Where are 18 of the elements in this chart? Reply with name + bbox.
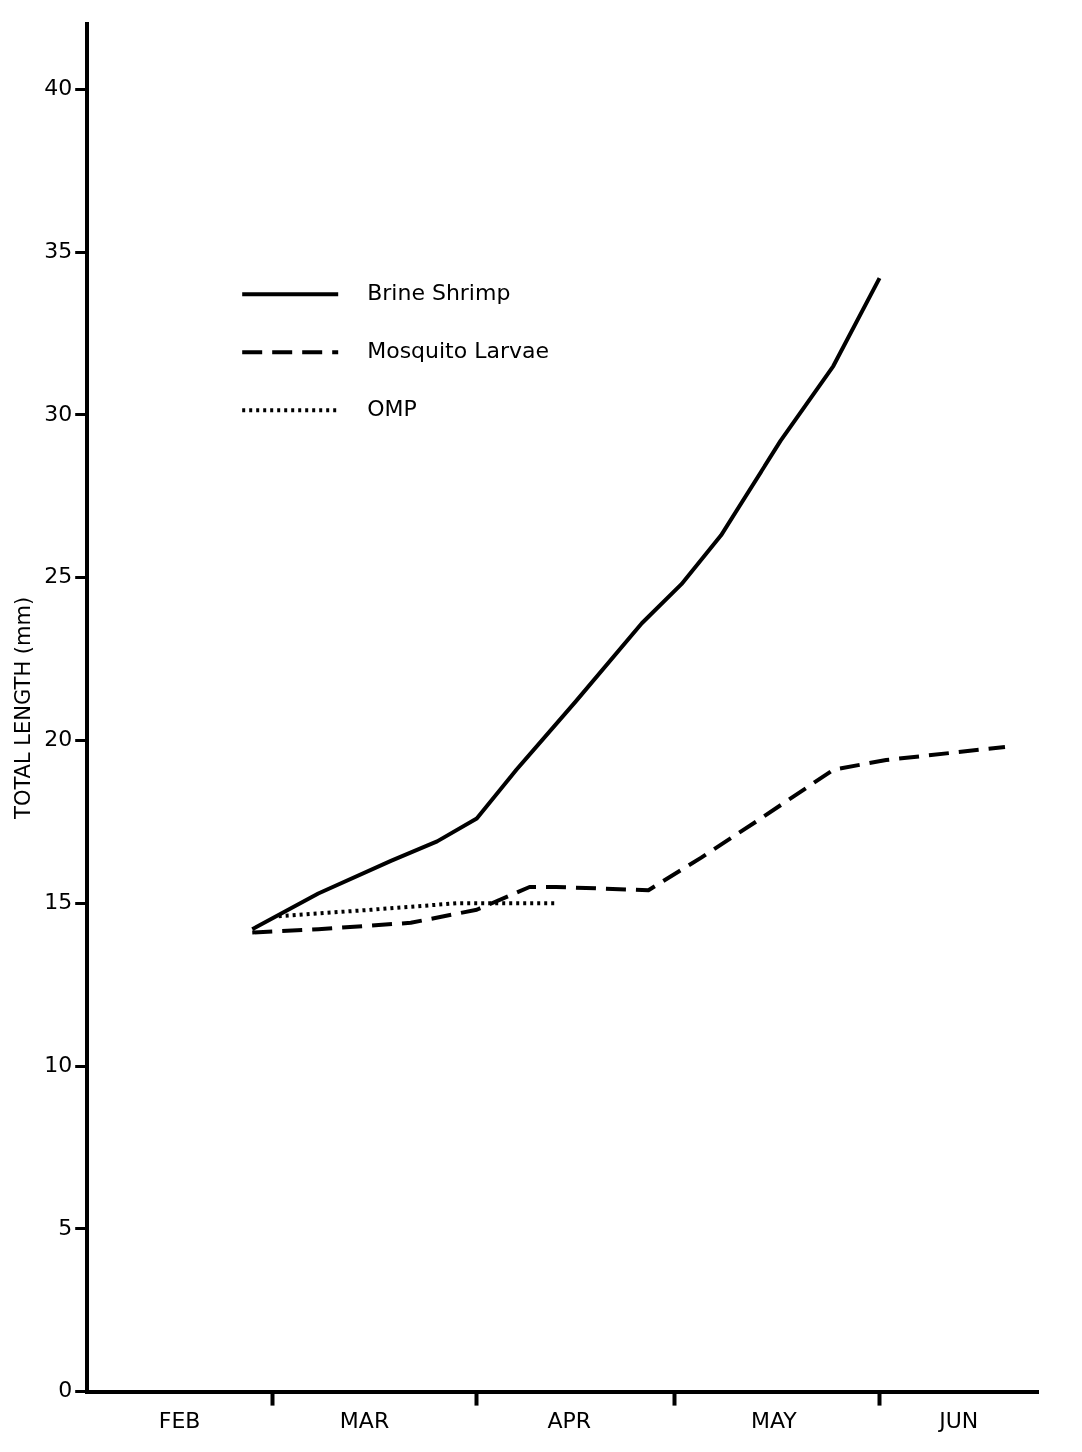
y-tick-label: 10: [44, 1051, 73, 1077]
x-tick-label: FEB: [158, 1407, 201, 1433]
y-tick-label: 40: [44, 75, 73, 101]
x-tick-label: JUN: [937, 1407, 979, 1433]
y-tick-label: 15: [44, 888, 73, 914]
y-axis-title: TOTAL LENGTH (mm): [11, 596, 36, 820]
y-tick-label: 35: [44, 237, 73, 263]
x-tick-label: MAR: [339, 1407, 390, 1433]
legend-label: OMP: [367, 395, 417, 421]
x-tick-label: MAY: [751, 1407, 798, 1433]
y-tick-label: 0: [58, 1377, 73, 1403]
legend-label: Mosquito Larvae: [367, 337, 550, 363]
y-tick-label: 5: [58, 1214, 73, 1240]
y-tick-label: 30: [44, 400, 73, 426]
y-tick-label: 20: [44, 726, 73, 752]
x-tick-label: APR: [547, 1407, 591, 1433]
legend-label: Brine Shrimp: [367, 279, 511, 305]
y-tick-label: 25: [44, 563, 73, 589]
